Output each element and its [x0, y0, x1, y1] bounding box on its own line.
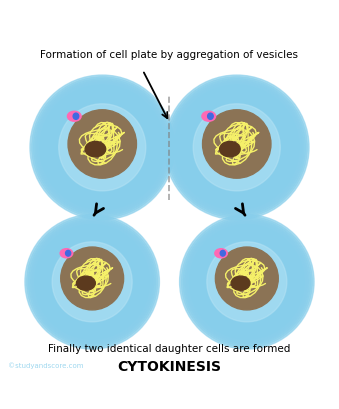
- Ellipse shape: [65, 250, 71, 256]
- Ellipse shape: [60, 249, 73, 258]
- Ellipse shape: [67, 111, 81, 121]
- Circle shape: [35, 80, 170, 215]
- Ellipse shape: [220, 250, 225, 256]
- Text: CYTOKINESIS: CYTOKINESIS: [118, 360, 221, 374]
- Ellipse shape: [202, 111, 216, 121]
- Circle shape: [26, 216, 158, 347]
- Circle shape: [175, 85, 299, 209]
- Circle shape: [188, 223, 306, 341]
- Circle shape: [33, 223, 151, 341]
- Circle shape: [164, 75, 309, 220]
- Ellipse shape: [73, 113, 79, 119]
- Ellipse shape: [207, 113, 213, 119]
- Text: Formation of cell plate by aggregation of vesicles: Formation of cell plate by aggregation o…: [40, 50, 299, 60]
- Circle shape: [32, 77, 173, 218]
- Circle shape: [68, 110, 137, 178]
- Text: ©studyandscore.com: ©studyandscore.com: [8, 362, 84, 369]
- Circle shape: [207, 242, 287, 322]
- Circle shape: [166, 77, 307, 218]
- Circle shape: [183, 218, 311, 346]
- Circle shape: [30, 75, 175, 220]
- Circle shape: [202, 110, 271, 178]
- Ellipse shape: [85, 142, 106, 157]
- Circle shape: [35, 225, 149, 339]
- Circle shape: [173, 83, 301, 211]
- Ellipse shape: [77, 276, 95, 290]
- Circle shape: [193, 104, 280, 191]
- Circle shape: [215, 247, 278, 310]
- Circle shape: [185, 220, 309, 344]
- Circle shape: [25, 215, 159, 349]
- Circle shape: [33, 79, 171, 216]
- Text: Finally two identical daughter cells are formed: Finally two identical daughter cells are…: [48, 344, 291, 354]
- Circle shape: [171, 82, 302, 213]
- Circle shape: [61, 247, 124, 310]
- Circle shape: [40, 85, 164, 209]
- Circle shape: [38, 83, 166, 211]
- Circle shape: [37, 82, 168, 213]
- Circle shape: [28, 218, 156, 346]
- Circle shape: [181, 216, 313, 347]
- Ellipse shape: [215, 249, 227, 258]
- Circle shape: [32, 221, 153, 342]
- Circle shape: [190, 225, 304, 339]
- Circle shape: [180, 215, 314, 349]
- Ellipse shape: [231, 276, 250, 290]
- Circle shape: [168, 79, 306, 216]
- Circle shape: [59, 104, 146, 191]
- Ellipse shape: [220, 142, 240, 157]
- Circle shape: [186, 221, 307, 342]
- Circle shape: [30, 220, 154, 344]
- Circle shape: [52, 242, 132, 322]
- Circle shape: [170, 80, 304, 215]
